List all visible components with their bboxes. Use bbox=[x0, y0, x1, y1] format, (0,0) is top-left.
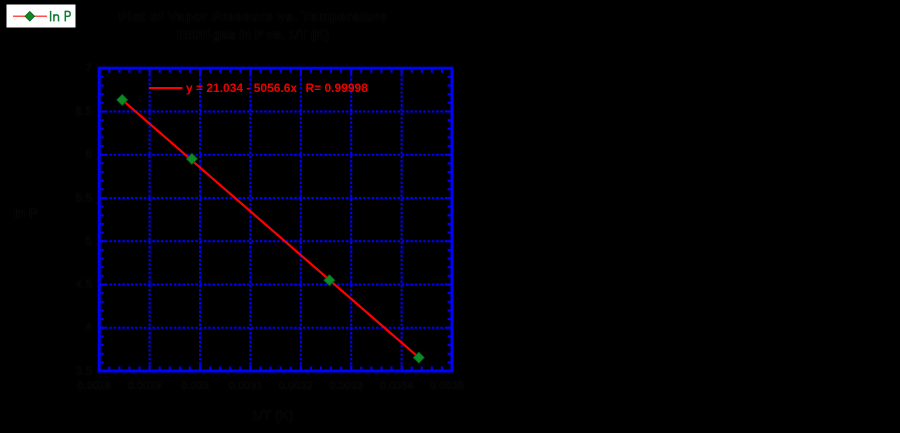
svg-text:R= 0.99998: R= 0.99998 bbox=[306, 81, 369, 95]
svg-text:y = 21.034 - 5056.6x: y = 21.034 - 5056.6x bbox=[186, 81, 297, 95]
